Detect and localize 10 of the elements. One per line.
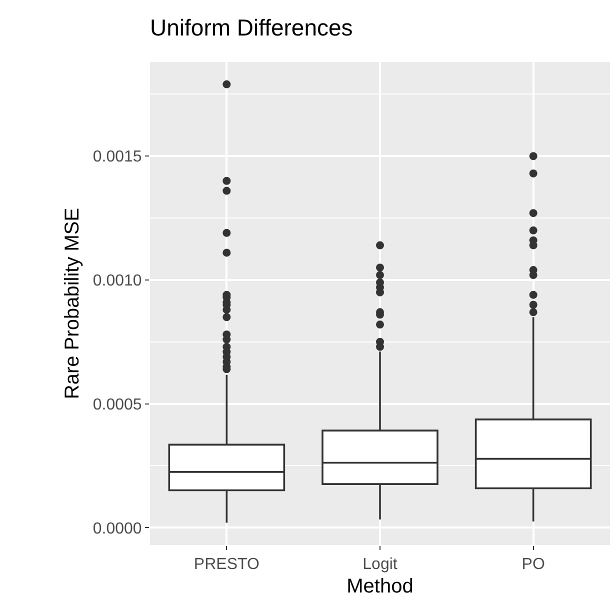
chart-title: Uniform Differences [150,14,353,41]
x-axis-title: Method [346,576,414,598]
y-tick-label: 0.0010 [92,272,142,290]
x-tick-label: PRESTO [194,556,260,574]
y-tick-label: 0.0005 [92,396,142,414]
y-tick-label: 0.0000 [92,520,142,538]
x-tick-label: Logit [362,556,398,574]
x-tick-label: PO [522,556,545,574]
y-tick-label: 0.0015 [92,148,142,166]
y-axis-title: Rare Probability MSE [61,208,84,400]
